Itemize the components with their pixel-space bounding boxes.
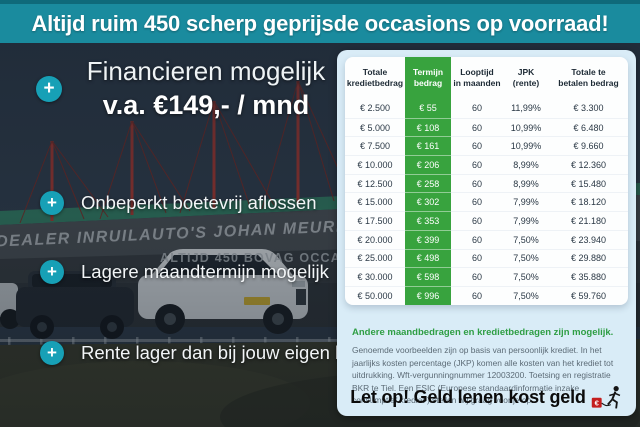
- table-cell: € 23.940: [549, 229, 628, 249]
- table-cell: 10,99%: [503, 117, 549, 137]
- table-cell: € 5.000: [345, 117, 405, 137]
- table-cell: € 10.000: [345, 155, 405, 174]
- table-cell: 7,50%: [503, 229, 549, 249]
- table-cell: € 12.360: [549, 155, 628, 174]
- table-cell: € 15.000: [345, 192, 405, 211]
- bullet-label: Rente lager dan bij jouw eigen bank: [81, 342, 376, 363]
- table-cell: 7,99%: [503, 192, 549, 211]
- table-cell: € 30.000: [345, 267, 405, 286]
- note-highlight: Andere maandbedragen en kredietbedragen …: [352, 327, 614, 338]
- table-cell: 60: [451, 192, 503, 211]
- plus-icon: +: [36, 75, 62, 102]
- table-cell: € 9.660: [549, 136, 628, 155]
- finance-table: Totale kredietbedrag Termijn bedrag Loop…: [345, 57, 628, 305]
- table-cell: € 59.760: [549, 285, 628, 305]
- termijn-cell: € 55: [405, 99, 451, 118]
- table-cell: 60: [451, 173, 503, 193]
- table-cell: 60: [451, 136, 503, 155]
- col-header-kredietbedrag: Totale kredietbedrag: [346, 66, 404, 88]
- finance-table-card: Totale kredietbedrag Termijn bedrag Loop…: [345, 57, 628, 305]
- table-cell: 7,50%: [503, 285, 549, 305]
- table-cell: 11,99%: [511, 103, 541, 114]
- table-cell: € 29.880: [549, 248, 628, 268]
- table-cell: € 3.300: [573, 103, 604, 114]
- plus-icon: +: [40, 260, 64, 284]
- table-cell: € 15.480: [549, 173, 628, 193]
- plus-icon: +: [40, 341, 64, 365]
- banner-text: Altijd ruim 450 scherp geprijsde occasio…: [31, 10, 609, 36]
- table-cell: 8,99%: [503, 173, 549, 193]
- table-cell: 8,99%: [503, 155, 549, 174]
- credit-warning: Let op! Geld lenen kost geld €: [337, 384, 636, 410]
- table-cell: € 25.000: [345, 248, 405, 268]
- credit-warning-text: Let op! Geld lenen kost geld: [350, 386, 586, 407]
- top-banner: Altijd ruim 450 scherp geprijsde occasio…: [0, 0, 640, 43]
- termijn-cell: € 353: [405, 211, 451, 230]
- table-cell: € 17.500: [345, 211, 405, 230]
- bullet-rente: + Rente lager dan bij jouw eigen bank: [40, 341, 375, 365]
- termijn-cell: € 161: [405, 136, 451, 156]
- svg-text:€: €: [594, 398, 599, 407]
- plus-icon: +: [40, 191, 64, 215]
- bullet-label: Lagere maandtermijn mogelijk: [81, 261, 329, 282]
- termijn-cell: € 302: [405, 192, 451, 212]
- table-cell: 7,50%: [503, 248, 549, 268]
- col-header-termijnbedrag: Termijn bedrag: [405, 57, 451, 99]
- table-cell: 60: [451, 285, 503, 305]
- table-cell: 60: [451, 155, 503, 174]
- col-header-totaal: Totale te betalen bedrag: [558, 66, 619, 88]
- termijn-cell: € 108: [405, 117, 451, 137]
- table-cell: 10,99%: [503, 136, 549, 155]
- table-cell: 60: [451, 248, 503, 268]
- table-cell: 7,50%: [503, 267, 549, 286]
- table-cell: 7,99%: [503, 211, 549, 230]
- table-cell: € 21.180: [549, 211, 628, 230]
- termijn-cell: € 498: [405, 248, 451, 268]
- termijn-cell: € 399: [405, 229, 451, 249]
- headline-lines: Financieren mogelijk v.a. €149,- / mnd: [76, 56, 336, 121]
- table-cell: € 20.000: [345, 229, 405, 249]
- table-cell: 60: [451, 117, 503, 137]
- termijn-cell: € 206: [405, 155, 451, 174]
- finance-panel: Totale kredietbedrag Termijn bedrag Loop…: [337, 50, 636, 416]
- table-cell: € 2.500: [359, 103, 391, 114]
- bullet-label: Onbeperkt boetevrij aflossen: [81, 192, 317, 213]
- col-header-jkp: JPK (rente): [512, 66, 540, 88]
- headline-block: + Financieren mogelijk v.a. €149,- / mnd: [36, 56, 336, 121]
- table-cell: € 35.880: [549, 267, 628, 286]
- headline-line1: Financieren mogelijk: [86, 56, 326, 86]
- termijn-cell: € 996: [405, 285, 451, 305]
- table-cell: 60: [451, 211, 503, 230]
- note-disclaimer: Genoemde voorbeelden zijn op basis van p…: [352, 345, 614, 406]
- table-cell: 60: [451, 229, 503, 249]
- table-cell: 60: [471, 103, 482, 114]
- termijn-cell: € 258: [405, 173, 451, 193]
- table-cell: € 18.120: [549, 192, 628, 211]
- table-cell: € 12.500: [345, 173, 405, 193]
- bullet-maandtermijn: + Lagere maandtermijn mogelijk: [40, 260, 329, 284]
- table-cell: 60: [451, 267, 503, 286]
- col-header-looptijd: Looptijd in maanden: [453, 66, 501, 88]
- termijn-cell: € 598: [405, 267, 451, 286]
- headline-line2: v.a. €149,- / mnd: [102, 90, 310, 120]
- table-cell: € 6.480: [549, 117, 628, 137]
- geld-lenen-kost-geld-icon: €: [591, 386, 620, 409]
- table-cell: € 50.000: [345, 285, 405, 305]
- table-cell: € 7.500: [345, 136, 405, 155]
- bullet-aflossen: + Onbeperkt boetevrij aflossen: [40, 191, 317, 215]
